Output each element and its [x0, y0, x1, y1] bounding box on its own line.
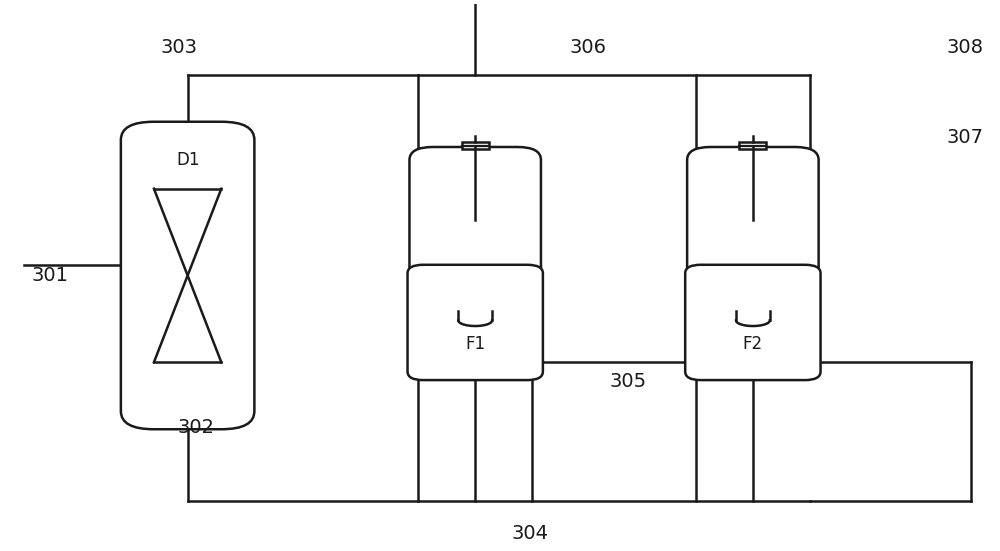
Text: 305: 305	[609, 372, 646, 391]
Text: 301: 301	[32, 266, 69, 285]
Text: D1: D1	[176, 151, 199, 169]
FancyBboxPatch shape	[685, 265, 821, 380]
FancyBboxPatch shape	[408, 265, 543, 380]
Text: 304: 304	[512, 524, 549, 543]
FancyBboxPatch shape	[121, 122, 254, 429]
Bar	[462, 142, 489, 149]
Text: F2: F2	[743, 335, 763, 353]
Text: 308: 308	[946, 38, 983, 57]
Text: 307: 307	[946, 128, 983, 147]
Bar	[739, 142, 766, 149]
Text: 303: 303	[161, 38, 198, 57]
Text: F1: F1	[465, 335, 485, 353]
FancyBboxPatch shape	[409, 147, 541, 292]
Text: 306: 306	[569, 38, 606, 57]
Text: 302: 302	[178, 418, 215, 437]
FancyBboxPatch shape	[687, 147, 819, 292]
